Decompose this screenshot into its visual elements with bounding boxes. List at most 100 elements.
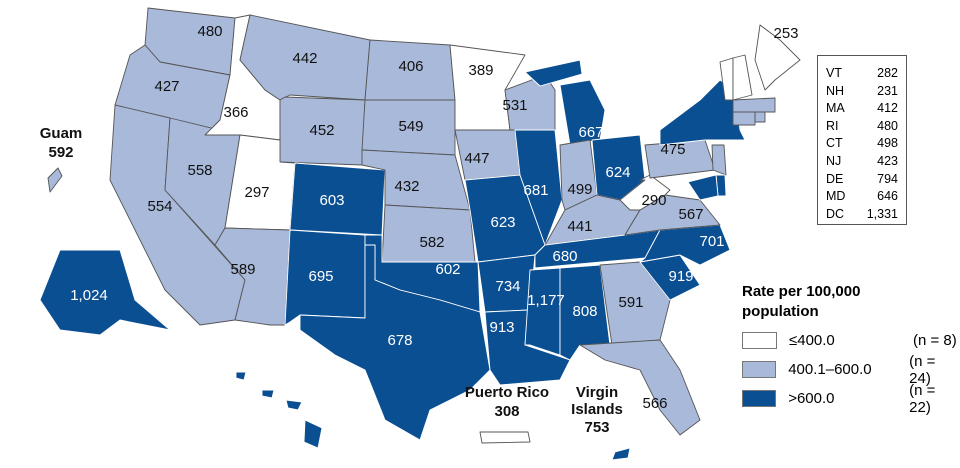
state-value-mn: 389 <box>468 62 493 79</box>
state-value-ca: 554 <box>147 198 172 215</box>
inset-state-value: 794 <box>877 171 898 186</box>
state-value-nd: 406 <box>398 58 423 75</box>
inset-row: VT 282 <box>826 66 898 84</box>
state-hi <box>303 419 323 449</box>
inset-row: RI 480 <box>826 119 898 137</box>
state-value-tx: 678 <box>387 332 412 349</box>
state-value-sc: 919 <box>668 268 693 285</box>
state-value-sd: 549 <box>398 118 423 135</box>
legend-count: (n = 8) <box>913 332 957 349</box>
legend-range: ≤400.0 <box>789 332 835 349</box>
state-nh <box>732 54 753 101</box>
inset-state-abbr: MD <box>826 189 846 204</box>
legend-swatch <box>742 361 777 378</box>
inset-state-abbr: RI <box>826 118 839 133</box>
state-value-pa: 475 <box>660 141 685 158</box>
territory-name-pr: Puerto Rico <box>465 384 549 401</box>
inset-row: NH 231 <box>826 84 898 102</box>
legend-swatch <box>742 332 777 349</box>
legend-range: 400.1–600.0 <box>788 361 872 378</box>
inset-state-value: 282 <box>877 66 898 80</box>
territory-pr <box>479 431 531 444</box>
state-value-wi: 531 <box>502 97 527 114</box>
territory-name-vi: Virgin <box>576 384 618 401</box>
state-wy <box>279 96 366 166</box>
state-value-co: 603 <box>319 192 344 209</box>
legend: Rate per 100,000 population ≤400.0 (n = 8… <box>742 282 960 416</box>
inset-state-value: 423 <box>877 153 898 168</box>
inset-state-abbr: DC <box>826 206 845 221</box>
inset-state-value: 231 <box>877 83 898 98</box>
inset-state-abbr: NJ <box>826 153 842 168</box>
territory-gu <box>47 167 63 193</box>
state-value-la: 913 <box>489 319 514 336</box>
state-tx <box>299 244 491 441</box>
territory-name-vi: Islands <box>571 401 623 418</box>
state-hi <box>261 389 275 399</box>
state-hi <box>285 399 303 411</box>
inset-row: NJ 423 <box>826 154 898 172</box>
state-value-or: 427 <box>154 78 179 95</box>
state-ny <box>659 79 746 146</box>
legend-swatch <box>742 390 777 407</box>
territory-name-gu: Guam <box>40 125 83 142</box>
state-ak <box>39 249 171 336</box>
state-md <box>687 174 719 201</box>
state-value-ne: 432 <box>394 178 419 195</box>
legend-range: >600.0 <box>788 390 835 407</box>
legend-item: >600.0 (n = 22) <box>742 381 960 416</box>
state-value-ut: 297 <box>244 184 269 201</box>
state-value-wa: 480 <box>197 23 222 40</box>
inset-state-value: 412 <box>877 101 898 116</box>
state-value-mo: 623 <box>490 214 515 231</box>
inset-row: DC 1,331 <box>826 207 898 225</box>
state-value-ak: 1,024 <box>70 287 108 304</box>
state-value-ny: 637 <box>683 77 708 94</box>
legend-title: Rate per 100,000 population <box>742 282 960 322</box>
state-value-wy: 452 <box>309 122 334 139</box>
state-value-wv: 290 <box>641 192 666 209</box>
inset-state-value: 1,331 <box>866 206 898 221</box>
inset-state-value: 480 <box>877 118 898 133</box>
state-il <box>514 129 563 246</box>
state-ct <box>732 111 756 126</box>
inset-state-abbr: DE <box>826 171 844 186</box>
legend-count: (n = 24) <box>909 352 936 387</box>
state-ms <box>524 267 561 356</box>
state-value-il: 681 <box>523 182 548 199</box>
state-value-va: 567 <box>678 206 703 223</box>
inset-state-abbr: CT <box>826 136 843 151</box>
legend-item: 400.1–600.0 (n = 24) <box>742 352 960 387</box>
inset-row: DE 794 <box>826 172 898 190</box>
territory-value-pr: 308 <box>494 403 519 420</box>
legend-title-line2: population <box>742 303 819 320</box>
state-value-az: 589 <box>230 261 255 278</box>
state-value-mi: 667 <box>578 124 603 141</box>
legend-count: (n = 22) <box>909 381 936 416</box>
state-value-nc: 701 <box>699 233 724 250</box>
state-value-mt: 442 <box>292 50 317 67</box>
state-value-ia: 447 <box>464 150 489 167</box>
state-value-id: 366 <box>223 104 248 121</box>
state-value-tn: 680 <box>552 248 577 265</box>
state-mi <box>524 59 583 87</box>
state-value-fl: 566 <box>642 395 667 412</box>
state-ma <box>732 97 776 113</box>
state-me <box>754 24 801 91</box>
small-states-inset: VT 282 NH 231 MA 412 RI 480 CT 498 NJ 423 DE 794 MD 646… <box>817 55 907 225</box>
inset-row: MA 412 <box>826 101 898 119</box>
inset-row: MD 646 <box>826 189 898 207</box>
territory-value-vi: 753 <box>584 419 609 436</box>
inset-state-abbr: MA <box>826 101 845 116</box>
state-value-oh: 624 <box>605 164 630 181</box>
state-ga <box>599 261 671 346</box>
state-value-nm: 695 <box>308 268 333 285</box>
legend-item: ≤400.0 (n = 8) <box>742 326 960 355</box>
territory-value-gu: 592 <box>48 144 73 161</box>
state-value-al: 808 <box>572 303 597 320</box>
inset-row: CT 498 <box>826 136 898 154</box>
state-value-in: 499 <box>567 181 592 198</box>
state-value-ar: 734 <box>495 278 520 295</box>
inset-state-abbr: NH <box>826 83 845 98</box>
